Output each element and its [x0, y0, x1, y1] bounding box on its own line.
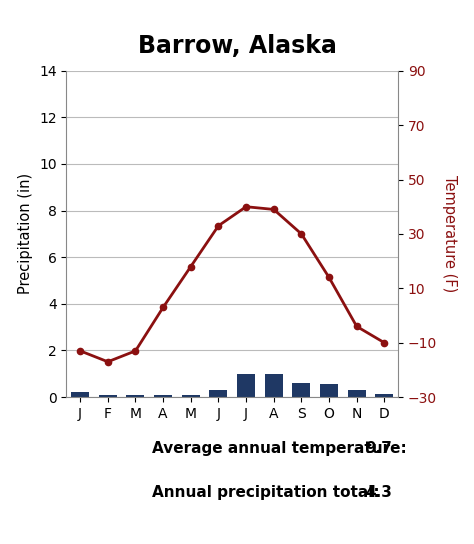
Bar [320, 384, 338, 397]
Text: Average annual temperature:: Average annual temperature: [152, 441, 406, 456]
Text: Barrow, Alaska: Barrow, Alaska [137, 34, 337, 58]
Bar [375, 394, 393, 397]
Bar [182, 395, 200, 397]
Text: 4.3: 4.3 [365, 485, 392, 500]
Bar [71, 392, 89, 397]
Text: Annual precipitation total:: Annual precipitation total: [152, 485, 379, 500]
Bar [265, 374, 283, 397]
Bar [99, 395, 117, 397]
Bar [237, 374, 255, 397]
Text: 9.7: 9.7 [365, 441, 392, 456]
Bar [127, 395, 145, 397]
Bar [154, 395, 172, 397]
Y-axis label: Precipitation (in): Precipitation (in) [18, 174, 34, 294]
Bar [348, 390, 365, 397]
Bar [292, 383, 310, 397]
Bar [210, 390, 228, 397]
Y-axis label: Temperature (F): Temperature (F) [442, 175, 456, 293]
